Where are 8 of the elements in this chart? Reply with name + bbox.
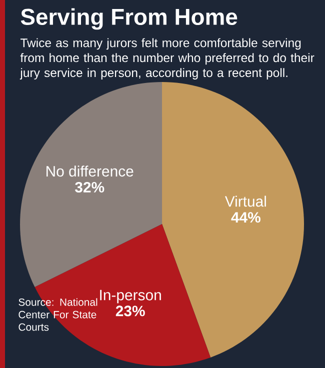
chart-title: Serving From Home [20, 8, 238, 30]
data-label: 44% [231, 212, 260, 223]
slice-label: No difference [46, 166, 134, 177]
slice-label: In-person [100, 290, 161, 304]
data-label: 23% [116, 306, 145, 316]
chart-subtitle: Twice as many jurors felt more comfortable serving from home than the number who preferred to do their jury service in person, according to a recent poll. [20, 38, 314, 80]
slice-label: Virtual [224, 196, 266, 207]
data-label: 32% [75, 182, 104, 193]
